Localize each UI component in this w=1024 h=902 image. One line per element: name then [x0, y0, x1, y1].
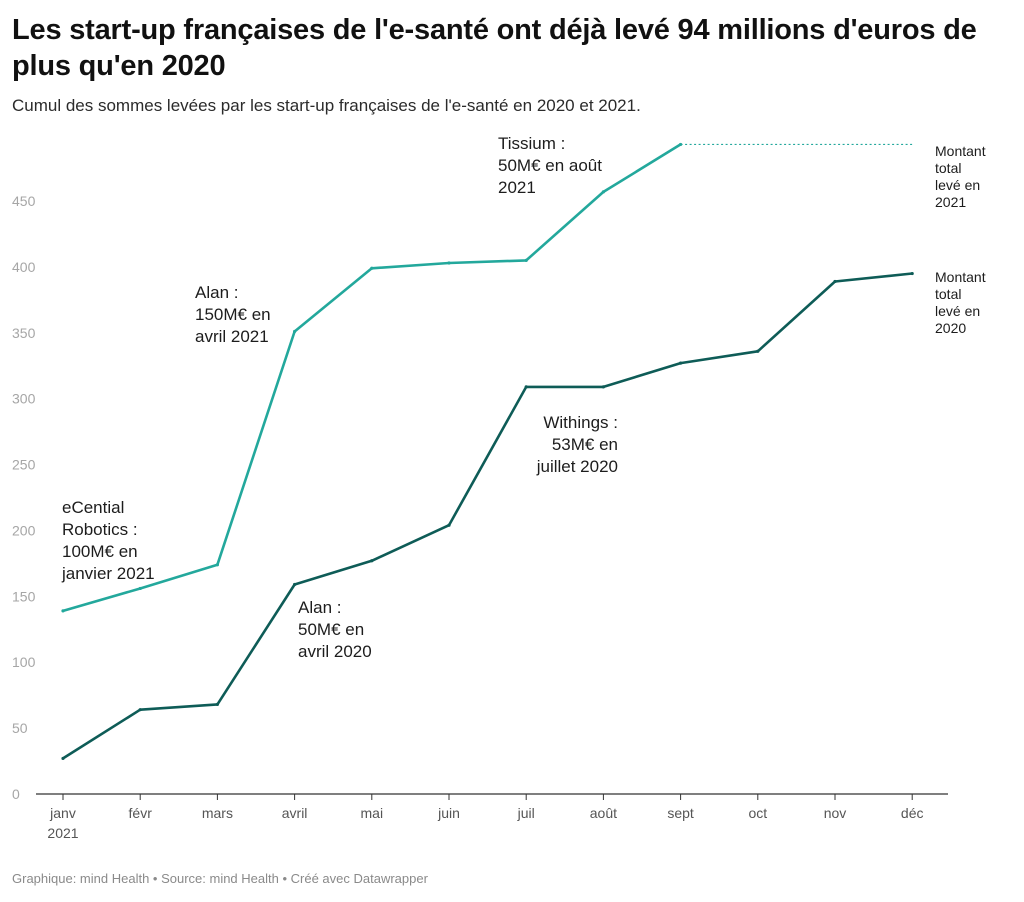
annotation-ecential: eCential Robotics :100M€ en janvier 2021 [61, 498, 155, 583]
series-layer [61, 142, 914, 761]
series-point-2021 [138, 586, 142, 591]
y-tick-label: 150 [12, 588, 36, 604]
x-tick-label: déc [901, 805, 924, 821]
annotation-alan-2020: Alan :50M€ en avril 2020 [298, 598, 372, 661]
series-point-2020 [601, 385, 606, 389]
x-tick-label: juin [437, 805, 460, 821]
series-point-2020 [293, 582, 297, 587]
series-point-2020 [138, 708, 142, 712]
end-labels: Montant total levé en 2021 Montant total levé … [935, 143, 986, 336]
series-line-2021 [61, 143, 682, 613]
y-tick-label: 200 [12, 522, 36, 538]
series-point-2020 [215, 702, 219, 707]
source-credit: Graphique: mind Health • Source: mind He… [12, 871, 428, 886]
y-tick-label: 250 [12, 457, 36, 473]
series-line-2020 [61, 272, 914, 760]
x-tick-label: mars [202, 805, 233, 821]
series-point-2021 [215, 563, 219, 567]
chart-title: Les start-up françaises de l'e-santé ont… [12, 14, 977, 82]
x-tick-label: mai [361, 805, 384, 821]
x-tick-label: avril [282, 805, 308, 821]
annotation-alan-2021: Alan :150M€ en avril 2021 [195, 283, 271, 346]
y-tick-label: 450 [12, 193, 36, 209]
annotation-tissium: Tissium :50M€ en août 2021 [498, 134, 602, 197]
y-tick-label: 0 [12, 786, 20, 802]
y-axis-ticks: 0 50 100 150 200 250 300 350 400 450 [12, 193, 36, 802]
x-axis-ticks: janv 2021 févr mars avril mai juin juil août sept… [47, 794, 923, 841]
series-point-2020 [61, 756, 65, 761]
end-label-2021: Montant total levé en 2021 [935, 143, 986, 210]
series-point-2020 [370, 559, 374, 563]
y-tick-label: 300 [12, 391, 36, 407]
x-tick-label: oct [748, 805, 767, 821]
series-point-2021 [61, 609, 65, 613]
annotation-layer: eCential Robotics :100M€ en janvier 2021 Al… [61, 134, 618, 661]
x-tick-label: janv 2021 [47, 805, 78, 841]
series-point-2021 [293, 329, 297, 334]
series-point-2020 [447, 523, 451, 527]
y-tick-label: 100 [12, 654, 36, 670]
series-point-2021 [370, 266, 374, 270]
end-label-2020: Montant total levé en 2020 [935, 269, 986, 336]
x-tick-label: sept [667, 805, 694, 821]
y-tick-label: 350 [12, 325, 36, 341]
series-point-2020 [910, 271, 914, 276]
series-point-2021 [601, 190, 606, 194]
series-point-2020 [833, 279, 837, 284]
x-tick-label: févr [129, 805, 153, 821]
y-tick-label: 50 [12, 720, 28, 736]
x-tick-label: juil [517, 805, 535, 821]
x-tick-label: août [590, 805, 617, 821]
series-point-2020 [679, 361, 683, 365]
series-point-2020 [756, 349, 760, 353]
series-point-2021 [524, 258, 528, 262]
series-point-2020 [524, 385, 528, 389]
annotation-withings: Withings :53M€ en juillet 2020 [536, 413, 618, 476]
y-tick-label: 400 [12, 259, 36, 275]
chart-subtitle: Cumul des sommes levées par les start-up… [12, 96, 641, 115]
series-point-2021 [447, 261, 451, 265]
x-tick-label: nov [824, 805, 847, 821]
